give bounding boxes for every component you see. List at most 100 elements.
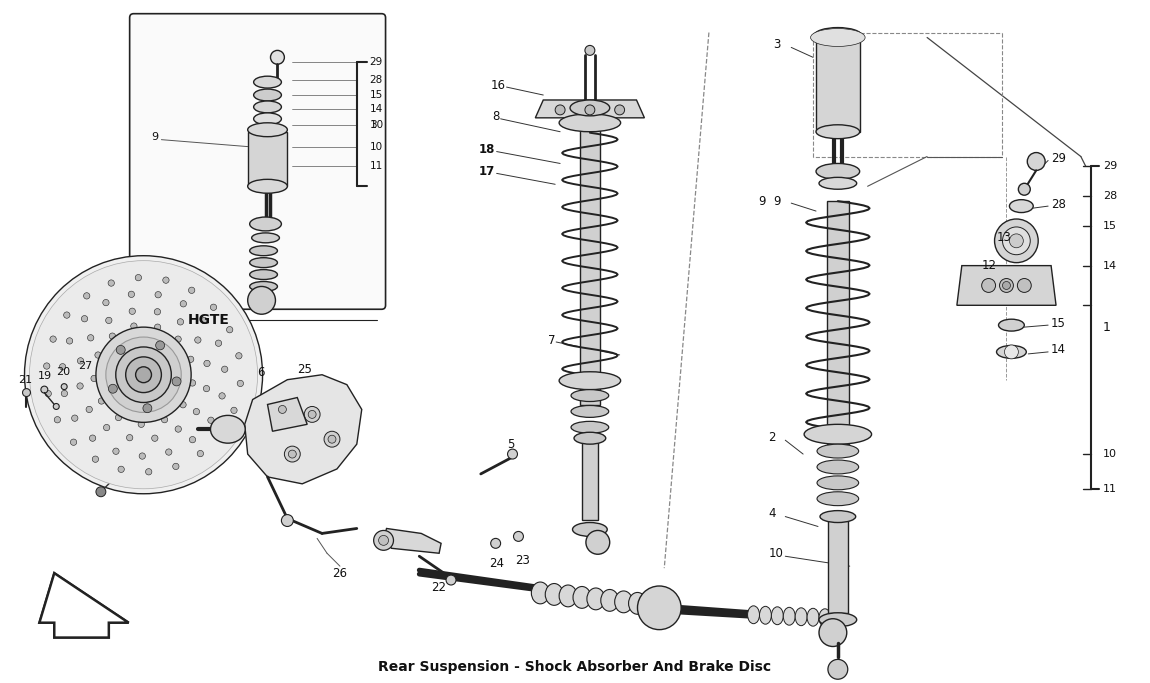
- Ellipse shape: [572, 389, 608, 402]
- Bar: [580, 128, 600, 406]
- Circle shape: [231, 407, 237, 413]
- Circle shape: [197, 450, 204, 457]
- Circle shape: [90, 435, 95, 441]
- Polygon shape: [536, 100, 644, 118]
- Circle shape: [614, 105, 624, 115]
- Circle shape: [95, 487, 106, 497]
- Ellipse shape: [816, 460, 859, 474]
- Circle shape: [282, 514, 293, 527]
- Ellipse shape: [254, 101, 282, 113]
- Circle shape: [995, 219, 1038, 263]
- Circle shape: [163, 277, 169, 283]
- Circle shape: [143, 404, 152, 413]
- Text: 27: 27: [78, 361, 92, 371]
- Text: 9: 9: [773, 195, 781, 208]
- Text: 25: 25: [298, 363, 312, 376]
- Text: 17: 17: [478, 165, 494, 178]
- Text: 6: 6: [258, 366, 266, 379]
- Ellipse shape: [748, 606, 759, 624]
- Circle shape: [91, 375, 98, 382]
- Circle shape: [289, 450, 297, 458]
- Text: 1: 1: [369, 120, 377, 130]
- Ellipse shape: [998, 319, 1025, 331]
- Circle shape: [555, 105, 565, 115]
- Circle shape: [172, 463, 179, 470]
- Text: 26: 26: [332, 567, 347, 580]
- Circle shape: [175, 426, 182, 432]
- Circle shape: [139, 453, 145, 459]
- Ellipse shape: [250, 257, 277, 268]
- Ellipse shape: [759, 607, 772, 624]
- Ellipse shape: [1010, 199, 1033, 212]
- Circle shape: [1019, 183, 1030, 195]
- Circle shape: [24, 255, 262, 494]
- Circle shape: [108, 385, 117, 393]
- Circle shape: [179, 402, 186, 408]
- Circle shape: [126, 434, 133, 441]
- Ellipse shape: [559, 585, 577, 607]
- Ellipse shape: [572, 406, 608, 417]
- Text: 28: 28: [369, 75, 383, 85]
- Circle shape: [71, 415, 78, 421]
- Circle shape: [187, 356, 194, 363]
- Circle shape: [210, 304, 216, 311]
- Ellipse shape: [247, 180, 288, 193]
- Ellipse shape: [997, 346, 1026, 359]
- Circle shape: [84, 293, 90, 299]
- Circle shape: [819, 619, 846, 647]
- Circle shape: [41, 386, 48, 393]
- Text: 15: 15: [1103, 221, 1117, 231]
- FancyBboxPatch shape: [130, 14, 385, 309]
- Circle shape: [109, 333, 115, 339]
- Polygon shape: [39, 573, 129, 637]
- Circle shape: [155, 341, 164, 350]
- Circle shape: [1003, 281, 1011, 290]
- Text: 15: 15: [1051, 317, 1066, 330]
- Text: 28: 28: [1051, 197, 1066, 210]
- Text: 20: 20: [56, 367, 70, 377]
- Text: 9: 9: [759, 195, 766, 208]
- Text: 21: 21: [18, 375, 32, 385]
- Ellipse shape: [816, 163, 860, 180]
- Circle shape: [61, 384, 67, 389]
- Circle shape: [190, 380, 196, 386]
- Circle shape: [999, 279, 1013, 292]
- Circle shape: [637, 586, 681, 630]
- Circle shape: [278, 406, 286, 413]
- Text: 19: 19: [38, 371, 52, 380]
- Circle shape: [30, 261, 258, 489]
- Text: 4: 4: [768, 507, 776, 520]
- Ellipse shape: [252, 233, 279, 243]
- Circle shape: [54, 417, 61, 423]
- Circle shape: [177, 319, 184, 325]
- Circle shape: [585, 531, 610, 555]
- Circle shape: [204, 385, 209, 392]
- Circle shape: [49, 336, 56, 342]
- Ellipse shape: [795, 608, 807, 626]
- Circle shape: [218, 393, 225, 399]
- Circle shape: [328, 435, 336, 443]
- Circle shape: [585, 46, 595, 55]
- Bar: [582, 440, 598, 520]
- Circle shape: [82, 316, 87, 322]
- Circle shape: [308, 410, 316, 419]
- Circle shape: [193, 408, 200, 415]
- Circle shape: [115, 415, 122, 421]
- Circle shape: [152, 435, 158, 441]
- Circle shape: [104, 424, 109, 431]
- Bar: [247, 132, 288, 186]
- Bar: [827, 201, 849, 444]
- Circle shape: [129, 308, 136, 314]
- Ellipse shape: [819, 178, 857, 189]
- Text: 12: 12: [982, 259, 997, 272]
- Bar: [816, 38, 860, 132]
- Text: Rear Suspension - Shock Absorber And Brake Disc: Rear Suspension - Shock Absorber And Bra…: [378, 660, 772, 674]
- Polygon shape: [384, 529, 442, 553]
- Circle shape: [113, 448, 120, 454]
- Circle shape: [77, 358, 84, 364]
- Circle shape: [131, 323, 137, 329]
- Circle shape: [108, 280, 114, 286]
- Text: 5: 5: [507, 438, 514, 451]
- Circle shape: [204, 360, 210, 367]
- Circle shape: [236, 352, 242, 359]
